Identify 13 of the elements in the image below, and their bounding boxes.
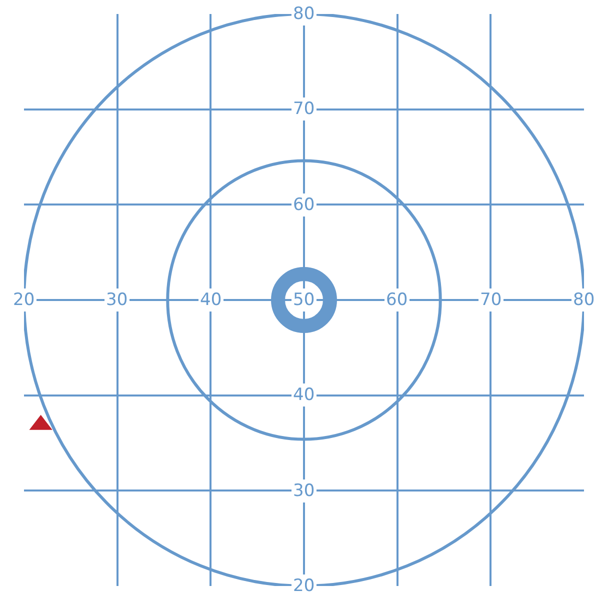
y-tick-label: 30: [293, 481, 315, 501]
x-tick-label: 30: [106, 290, 128, 310]
x-tick-label: 70: [480, 290, 502, 310]
x-tick-label: 40: [200, 290, 222, 310]
x-tick-label: 50: [293, 290, 315, 310]
x-tick-label: 60: [386, 290, 408, 310]
y-tick-label: 40: [293, 385, 315, 405]
y-tick-label: 20: [293, 576, 315, 596]
x-tick-label: 20: [13, 290, 35, 310]
y-tick-label: 70: [293, 99, 315, 119]
x-tick-label: 80: [573, 290, 595, 310]
y-tick-label: 60: [293, 195, 315, 215]
y-tick-label: 80: [293, 4, 315, 24]
